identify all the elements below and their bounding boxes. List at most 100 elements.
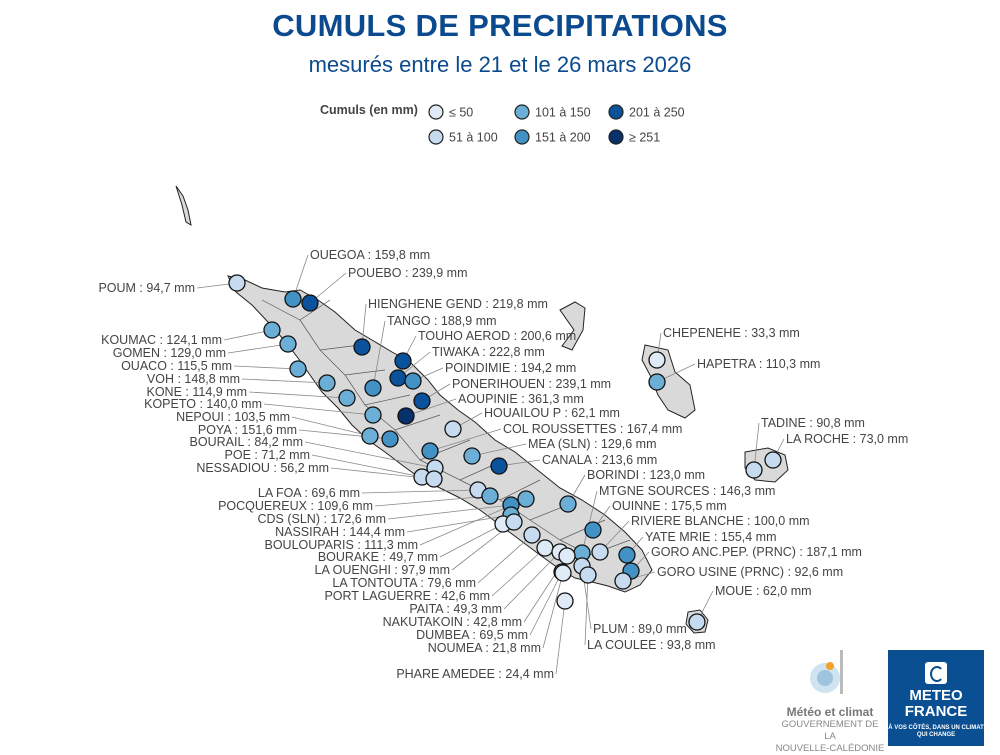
station-marker[interactable]	[745, 461, 763, 479]
legend-swatch	[608, 104, 624, 120]
leader-line	[555, 600, 566, 675]
station-label: BORINDI : 123,0 mm	[587, 468, 705, 482]
legend-swatch	[428, 129, 444, 145]
legend-label: 201 à 250	[629, 106, 685, 120]
station-marker[interactable]	[228, 274, 246, 292]
station-marker[interactable]	[523, 526, 541, 544]
station-marker[interactable]	[404, 372, 422, 390]
leader-line	[584, 574, 589, 646]
station-marker[interactable]	[364, 379, 382, 397]
station-label: OUACO : 115,5 mm	[121, 359, 232, 373]
legend-swatch	[514, 104, 530, 120]
leader-line	[372, 320, 386, 389]
station-label: PONERIHOUEN : 239,1 mm	[452, 377, 611, 391]
station-label: PAITA : 49,3 mm	[409, 602, 502, 616]
station-marker[interactable]	[558, 547, 576, 565]
station-label: LA FOA : 69,6 mm	[258, 486, 360, 500]
nautilus-pine-icon	[810, 650, 843, 694]
station-label: LA COULEE : 93,8 mm	[587, 638, 716, 652]
station-marker[interactable]	[579, 566, 597, 584]
legend: Cumuls (en mm) ≤ 50 51 à 100 101 à 150 151 …	[320, 103, 685, 145]
station-label: MTGNE SOURCES : 146,3 mm	[599, 484, 775, 498]
station-label: VOH : 148,8 mm	[147, 372, 240, 386]
station-label: POCQUEREUX : 109,6 mm	[218, 499, 373, 513]
station-label: BOURAIL : 84,2 mm	[190, 435, 303, 449]
station-marker[interactable]	[688, 613, 706, 631]
station-label: MEA (SLN) : 129,6 mm	[528, 437, 657, 451]
station-marker[interactable]	[648, 351, 666, 369]
station-marker[interactable]	[289, 360, 307, 378]
leader-line	[241, 378, 328, 384]
meteo-climat-logo: Météo et climat GOUVERNEMENT DE LA NOUVE…	[775, 648, 885, 755]
station-marker[interactable]	[284, 290, 302, 308]
meteo-climat-sub2: NOUVELLE-CALÉDONIE	[775, 743, 885, 754]
leader-line	[233, 365, 299, 370]
leader-line	[471, 443, 527, 457]
station-label: RIVIERE BLANCHE : 100,0 mm	[631, 514, 810, 528]
leader-line	[304, 441, 436, 469]
leader-line	[542, 572, 564, 649]
leader-line	[491, 547, 546, 597]
station-marker[interactable]	[389, 369, 407, 387]
station-label: BOURAKE : 49,7 mm	[318, 550, 438, 564]
station-marker[interactable]	[559, 495, 577, 513]
legend-swatch	[514, 129, 530, 145]
station-label: POINDIMIE : 194,2 mm	[445, 361, 576, 375]
legend-label: 151 à 200	[535, 131, 591, 145]
station-marker[interactable]	[444, 420, 462, 438]
station-marker[interactable]	[394, 352, 412, 370]
station-marker[interactable]	[490, 457, 508, 475]
station-label: LA ROCHE : 73,0 mm	[786, 432, 908, 446]
station-label: NEPOUI : 103,5 mm	[176, 410, 290, 424]
station-marker[interactable]	[279, 335, 297, 353]
leader-line	[374, 495, 491, 507]
station-marker[interactable]	[591, 543, 609, 561]
station-label: NOUMEA : 21,8 mm	[428, 641, 541, 655]
station-marker[interactable]	[318, 374, 336, 392]
station-marker[interactable]	[584, 521, 602, 539]
station-marker[interactable]	[361, 427, 379, 445]
station-marker[interactable]	[505, 513, 523, 531]
commune-borders	[261, 299, 631, 556]
station-marker[interactable]	[338, 389, 356, 407]
station-marker[interactable]	[556, 592, 574, 610]
station-marker[interactable]	[648, 373, 666, 391]
leader-lines	[196, 254, 785, 675]
station-label: KONE : 114,9 mm	[147, 385, 248, 399]
station-marker[interactable]	[481, 487, 499, 505]
station-label: GOMEN : 129,0 mm	[113, 346, 226, 360]
station-labels: POUM : 94,7 mm OUEGOA : 159,8 mm POUEBO : …	[98, 248, 908, 681]
station-marker[interactable]	[618, 546, 636, 564]
station-marker[interactable]	[263, 321, 281, 339]
station-marker[interactable]	[536, 539, 554, 557]
station-marker[interactable]	[413, 392, 431, 410]
station-marker[interactable]	[421, 442, 439, 460]
station-label: COL ROUSSETTES : 167,4 mm	[503, 422, 682, 436]
station-marker[interactable]	[554, 564, 572, 582]
station-marker[interactable]	[301, 294, 319, 312]
station-label: TIWAKA : 222,8 mm	[432, 345, 545, 359]
station-label: TOUHO AEROD : 200,6 mm	[418, 329, 576, 343]
station-label: KOUMAC : 124,1 mm	[101, 333, 222, 347]
station-marker[interactable]	[353, 338, 371, 356]
station-marker[interactable]	[463, 447, 481, 465]
station-marker[interactable]	[364, 406, 382, 424]
meteo-france-line2: FRANCE	[904, 703, 968, 720]
station-marker[interactable]	[764, 451, 782, 469]
station-label: NESSADIOU : 56,2 mm	[196, 461, 329, 475]
station-label: HOUAILOU P : 62,1 mm	[484, 406, 620, 420]
station-label: GORO USINE (PRNC) : 92,6 mm	[657, 565, 843, 579]
station-label: PLUM : 89,0 mm	[593, 622, 687, 636]
station-label: HAPETRA : 110,3 mm	[697, 357, 820, 371]
station-label: AOUPINIE : 361,3 mm	[458, 392, 584, 406]
station-marker[interactable]	[614, 572, 632, 590]
station-marker[interactable]	[381, 430, 399, 448]
station-marker[interactable]	[517, 490, 535, 508]
station-label: GORO ANC.PEP. (PRNC) : 187,1 mm	[651, 545, 862, 559]
grande-terre	[227, 275, 653, 593]
station-label: OUEGOA : 159,8 mm	[310, 248, 430, 262]
station-marker[interactable]	[425, 470, 443, 488]
station-marker[interactable]	[397, 407, 415, 425]
meteo-france-icon	[925, 662, 947, 684]
